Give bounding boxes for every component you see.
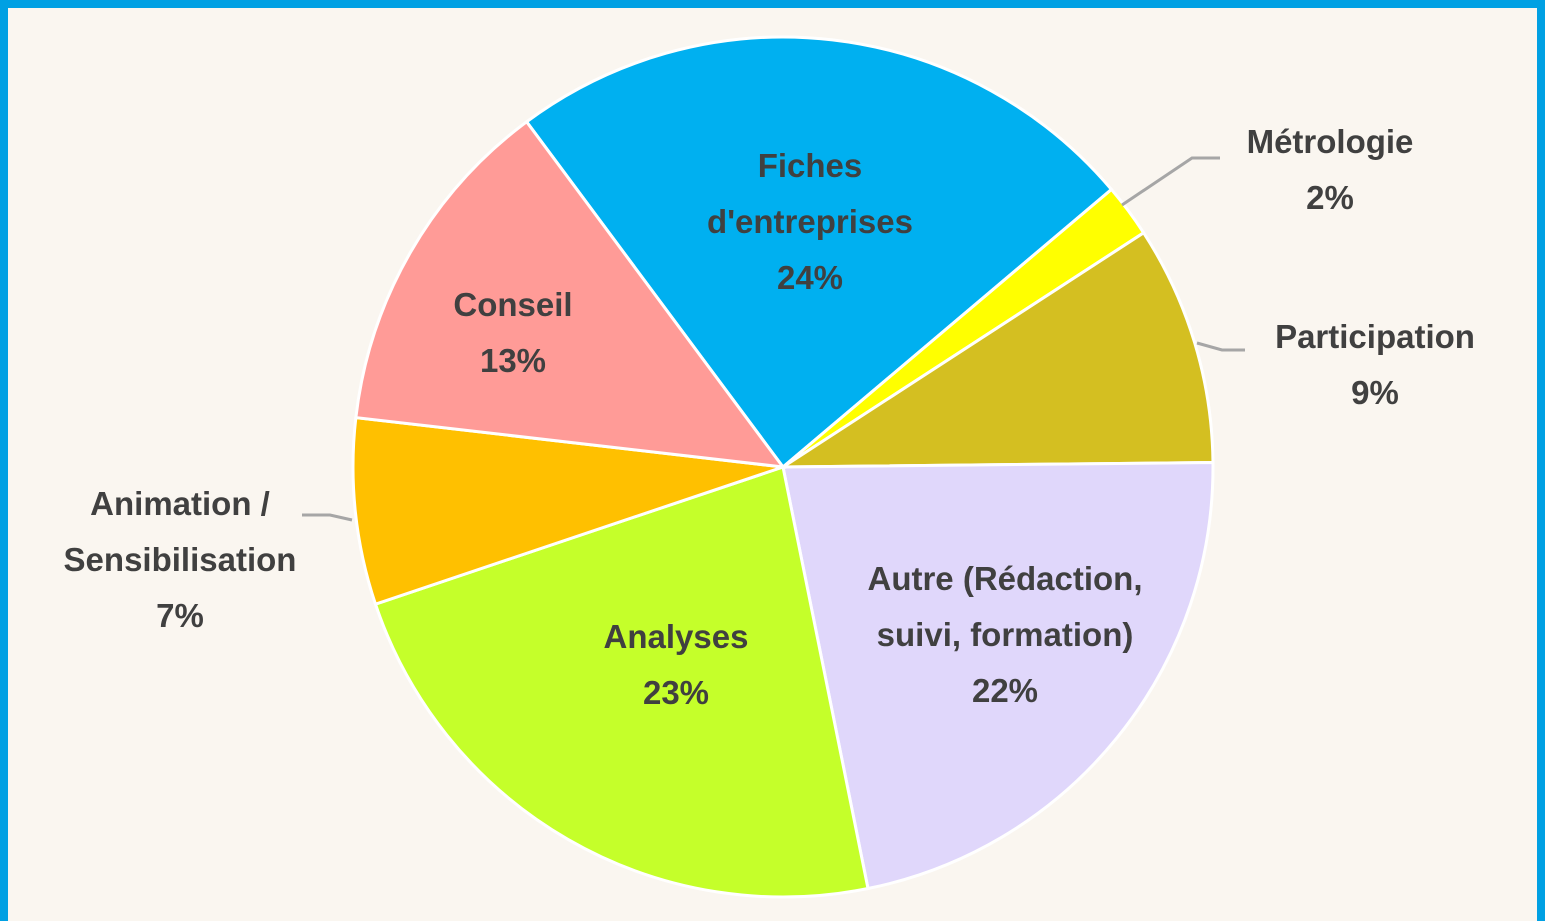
category-label: Analyses <box>603 618 749 655</box>
category-label: Animation / Sensibilisation <box>63 485 297 578</box>
pie-slice <box>351 415 784 607</box>
slice-label: Fiches d'entreprises 24% <box>680 138 940 306</box>
value-label: 2% <box>1306 179 1354 216</box>
value-label: 13% <box>479 342 547 379</box>
slice-label: Autre (Rédaction, suivi, formation) 22% <box>835 551 1175 719</box>
slices <box>351 35 1215 899</box>
pie-slice <box>373 465 870 899</box>
value-label: 9% <box>1351 374 1399 411</box>
category-label: Métrologie <box>1246 123 1414 160</box>
pie-slice <box>354 119 787 469</box>
leader-line <box>1196 341 1245 352</box>
value-label: 23% <box>642 674 710 711</box>
category-label: Autre (Rédaction, suivi, formation) <box>867 560 1143 653</box>
leader-lines <box>302 156 1245 522</box>
leader-line <box>1121 156 1220 207</box>
pie-slice <box>524 35 1114 470</box>
pie-slice <box>777 230 1215 469</box>
value-label: 24% <box>776 259 844 296</box>
slice-label: Analyses 23% <box>546 609 806 721</box>
value-label: 22% <box>971 672 1039 709</box>
leader-line <box>302 513 353 522</box>
value-label: 7% <box>156 597 204 634</box>
category-label: Participation <box>1275 318 1475 355</box>
category-label: Fiches d'entreprises <box>707 147 913 240</box>
slice-label: Participation 9% <box>1225 309 1525 421</box>
pie-slice <box>781 460 1215 891</box>
slice-label: Animation / Sensibilisation 7% <box>35 476 325 644</box>
category-label: Conseil <box>453 286 573 323</box>
slice-label: Métrologie 2% <box>1200 114 1460 226</box>
slice-label: Conseil 13% <box>393 277 633 389</box>
